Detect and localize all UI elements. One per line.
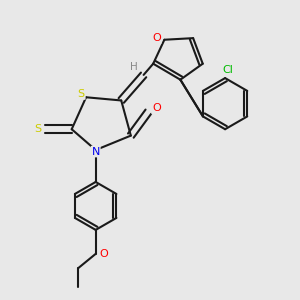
- Text: O: O: [152, 33, 161, 43]
- Text: O: O: [99, 249, 108, 259]
- Text: S: S: [78, 89, 85, 99]
- Text: S: S: [34, 124, 42, 134]
- Text: H: H: [130, 62, 138, 72]
- Text: N: N: [92, 147, 100, 157]
- Text: O: O: [152, 103, 161, 113]
- Text: Cl: Cl: [223, 65, 234, 75]
